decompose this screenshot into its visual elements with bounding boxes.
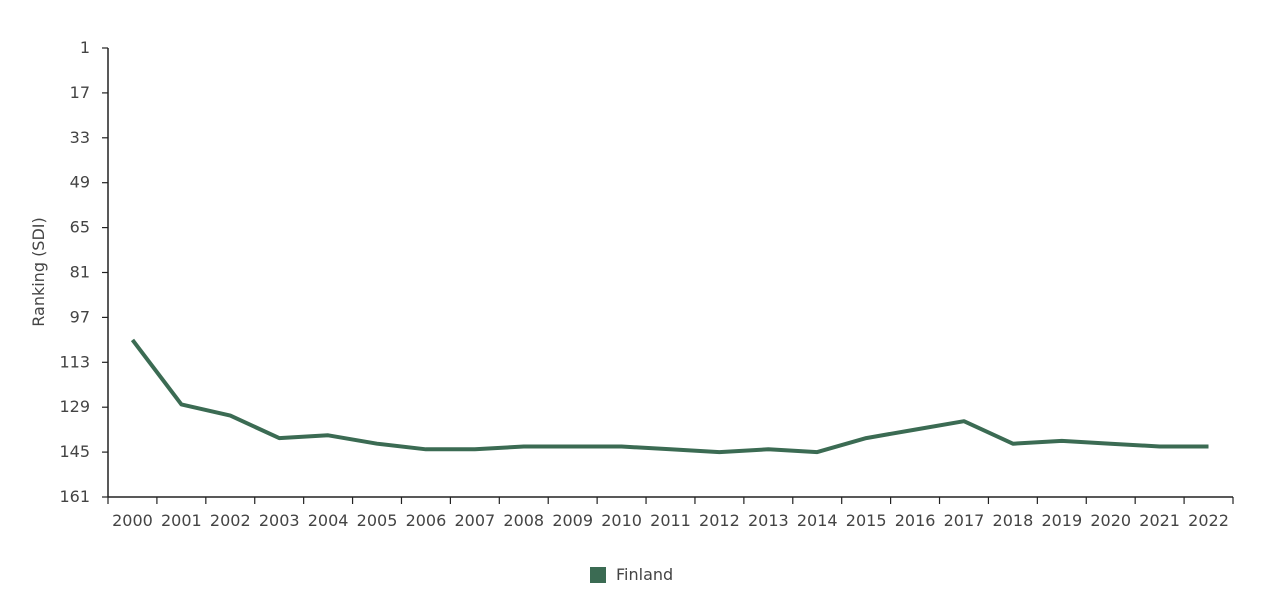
legend-swatch <box>590 566 606 583</box>
x-tick-label: 2009 <box>552 511 593 530</box>
x-tick-label: 2019 <box>1041 511 1082 530</box>
x-tick-label: 2012 <box>699 511 740 530</box>
x-tick-label: 2011 <box>650 511 691 530</box>
y-axis: 1 17 33 49 65 81 97 113 129 145 161 <box>59 38 109 506</box>
x-tick-label: 2001 <box>161 511 202 530</box>
y-tick-label: 1 <box>80 38 90 57</box>
x-tick-label: 2013 <box>748 511 789 530</box>
x-tick-label: 2006 <box>406 511 447 530</box>
y-tick-label: 17 <box>70 83 90 102</box>
legend: Finland <box>590 565 673 584</box>
x-tick-label: 2000 <box>112 511 153 530</box>
y-tick-label: 65 <box>70 218 90 237</box>
y-tick-label: 129 <box>59 397 90 416</box>
x-tick-label: 2005 <box>357 511 398 530</box>
x-tick-label: 2008 <box>503 511 544 530</box>
y-tick-label: 81 <box>70 263 90 282</box>
y-axis-title: Ranking (SDI) <box>29 217 48 326</box>
y-tick-label: 33 <box>70 128 90 147</box>
x-tick-label: 2014 <box>797 511 838 530</box>
x-tick-label: 2022 <box>1188 511 1229 530</box>
series-line-finland <box>130 338 1209 455</box>
x-tick-label: 2002 <box>210 511 251 530</box>
x-tick-label: 2017 <box>944 511 985 530</box>
series-layer <box>130 338 1209 455</box>
x-tick-label: 2004 <box>308 511 349 530</box>
x-tick-label: 2010 <box>601 511 642 530</box>
x-tick-label: 2018 <box>993 511 1034 530</box>
x-tick-label: 2020 <box>1090 511 1131 530</box>
y-tick-label: 161 <box>59 487 90 506</box>
x-tick-label: 2016 <box>895 511 936 530</box>
x-tick-label: 2021 <box>1139 511 1180 530</box>
y-tick-label: 113 <box>59 352 90 371</box>
x-tick-label: 2003 <box>259 511 300 530</box>
legend-label: Finland <box>616 565 674 584</box>
x-axis: 2000 2001 2002 2003 2004 2005 2006 2007 2008 2009… <box>107 496 1234 530</box>
y-tick-label: 97 <box>70 307 90 326</box>
x-tick-label: 2007 <box>454 511 495 530</box>
y-tick-label: 49 <box>70 173 90 192</box>
x-tick-label: 2015 <box>846 511 887 530</box>
y-tick-label: 145 <box>59 442 90 461</box>
